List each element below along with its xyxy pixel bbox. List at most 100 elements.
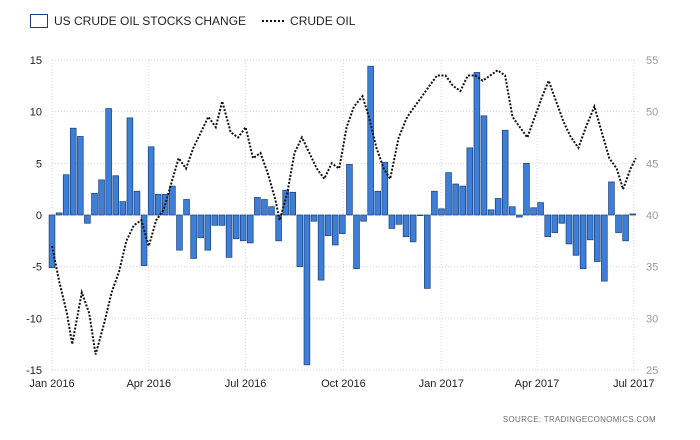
stocks-change-bar	[615, 214, 622, 233]
stocks-change-bar	[48, 214, 56, 269]
stocks-change-bar	[594, 214, 601, 262]
stocks-change-bar	[381, 161, 389, 216]
right-tick-label: 40	[646, 210, 658, 222]
left-tick-label: 10	[30, 107, 42, 119]
stocks-change-bar	[445, 172, 452, 216]
right-tick-label: 30	[646, 313, 658, 325]
stocks-change-bar	[431, 190, 438, 216]
stocks-change-bar	[218, 214, 226, 226]
stocks-change-bar	[416, 214, 424, 216]
legend: US CRUDE OIL STOCKS CHANGE CRUDE OIL	[30, 14, 371, 28]
stocks-change-bar	[62, 174, 70, 216]
right-tick-label: 50	[646, 107, 658, 119]
stocks-change-bar	[55, 212, 63, 216]
stocks-change-bar	[289, 191, 297, 216]
stocks-change-bar	[480, 115, 488, 216]
stocks-change-bar	[183, 199, 190, 216]
right-tick-label: 25	[646, 365, 658, 377]
stocks-change-bar	[438, 208, 445, 216]
legend-swatch-stocks	[30, 14, 48, 28]
stocks-change-bar	[197, 214, 204, 239]
left-tick-label: -10	[26, 313, 42, 325]
stocks-change-bar	[579, 214, 587, 270]
crude-oil-line	[51, 69, 637, 355]
right-tick-label: 45	[646, 158, 658, 170]
stocks-change-bar	[501, 129, 509, 216]
stocks-change-bar	[296, 214, 304, 268]
legend-label-crude-oil: CRUDE OIL	[290, 14, 356, 28]
stocks-change-bar	[452, 183, 459, 216]
legend-label-stocks: US CRUDE OIL STOCKS CHANGE	[54, 14, 247, 28]
stocks-change-bar	[282, 189, 289, 216]
stocks-change-bar	[530, 207, 537, 216]
x-tick-label: Apr 2017	[515, 378, 560, 390]
stocks-change-bar	[367, 65, 374, 216]
right-tick-label: 35	[646, 262, 658, 274]
stocks-change-bar	[176, 214, 183, 251]
stocks-change-bar	[339, 214, 346, 234]
stocks-change-bar	[254, 197, 261, 216]
legend-swatch-crude-oil	[262, 20, 285, 22]
stocks-change-bar	[537, 202, 544, 216]
stocks-change-bar	[608, 181, 615, 216]
x-tick-label: Oct 2016	[321, 378, 366, 390]
stocks-change-bar	[523, 162, 530, 216]
stocks-change-bar	[247, 214, 254, 244]
left-tick-label: -5	[32, 262, 42, 274]
stocks-change-bar	[494, 198, 502, 216]
stocks-change-bar	[268, 206, 275, 216]
stocks-change-bar	[232, 214, 240, 240]
source-label: SOURCE: TRADINGECONOMICS.COM	[502, 415, 656, 424]
stocks-change-bar	[126, 117, 134, 216]
stocks-change-bar	[211, 214, 219, 226]
stocks-change-bar	[98, 179, 105, 216]
stocks-change-bar	[388, 214, 396, 229]
stocks-change-bar	[169, 185, 176, 216]
stocks-change-bar	[69, 127, 77, 216]
stocks-change-bar	[91, 192, 98, 216]
x-tick-label: Jan 2016	[29, 378, 74, 390]
stocks-change-bar	[402, 214, 410, 238]
stocks-change-bar	[544, 214, 551, 238]
x-tick-label: Apr 2016	[126, 378, 171, 390]
stocks-change-bar	[147, 146, 155, 216]
stocks-change-bar	[551, 214, 559, 233]
stocks-change-bar	[105, 108, 112, 216]
right-tick-label: 55	[646, 55, 658, 67]
stocks-change-bar	[424, 214, 431, 289]
stocks-change-bar	[487, 209, 495, 216]
stocks-change-bar	[303, 214, 311, 366]
x-tick-label: Jan 2017	[419, 378, 464, 390]
stocks-change-bar	[119, 201, 127, 216]
stocks-change-bar	[374, 190, 382, 216]
stocks-change-bar	[466, 147, 474, 216]
stocks-change-bar	[353, 214, 360, 270]
stocks-change-bar	[601, 214, 608, 282]
stocks-change-bar	[77, 136, 84, 216]
stocks-change-bar	[225, 214, 233, 258]
stocks-change-bar	[572, 214, 580, 256]
left-tick-label: 0	[36, 210, 42, 222]
stocks-change-bar	[565, 214, 573, 245]
stocks-change-bar	[509, 206, 516, 216]
left-tick-label: 5	[36, 158, 42, 170]
stocks-change-bar	[332, 214, 339, 246]
stocks-change-bar	[317, 214, 325, 281]
stocks-change-bar	[204, 214, 212, 251]
stocks-change-bar	[140, 214, 148, 266]
x-tick-label: Jul 2017	[613, 378, 655, 390]
stocks-change-bar	[629, 213, 636, 216]
left-tick-label: -15	[26, 365, 42, 377]
stocks-change-bar	[558, 214, 566, 224]
stocks-change-bar	[346, 164, 353, 216]
stocks-change-bar	[154, 193, 162, 216]
stocks-change-bar	[239, 214, 247, 242]
stocks-change-bar	[360, 214, 367, 222]
stocks-change-bar	[324, 214, 332, 237]
left-tick-label: 15	[30, 55, 42, 67]
stocks-change-bar	[112, 175, 119, 216]
stocks-change-bar	[190, 214, 197, 259]
stocks-change-bar	[395, 214, 403, 225]
stocks-change-bar	[261, 199, 268, 216]
stocks-change-bar	[84, 214, 91, 224]
